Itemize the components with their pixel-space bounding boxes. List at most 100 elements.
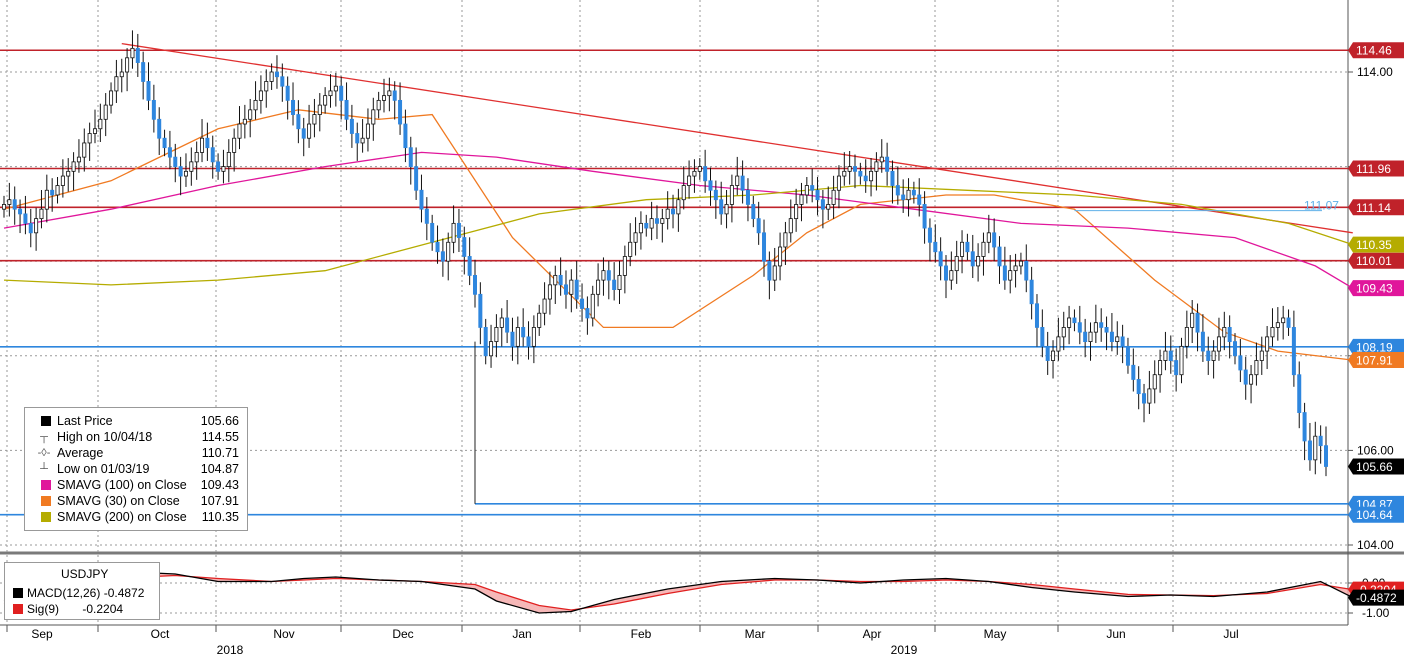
candle-body <box>671 208 676 215</box>
candle-body <box>901 194 906 201</box>
candle-body <box>858 170 863 177</box>
candle-body <box>307 123 312 139</box>
candle-body <box>328 90 333 97</box>
candle-body <box>1067 317 1072 328</box>
candle-body <box>831 189 836 205</box>
candle-body <box>660 218 665 224</box>
candle-body <box>12 199 17 210</box>
candle-body <box>1184 327 1189 347</box>
candle-body <box>1206 350 1211 361</box>
candle-body <box>612 279 617 290</box>
candle-body <box>895 185 900 196</box>
candle-body <box>885 156 890 172</box>
legend-row-sma100: SMAVG (100) on Close 109.43 <box>31 477 243 493</box>
candle-body <box>285 85 290 101</box>
price-tag-label: 110.35 <box>1356 238 1392 252</box>
candle-body <box>976 256 981 267</box>
sma30-swatch <box>41 496 51 506</box>
candle-body <box>237 123 242 139</box>
candle-body <box>553 274 558 286</box>
legend-value: 109.43 <box>200 478 239 492</box>
candle-body <box>382 95 387 101</box>
candle-body <box>772 265 777 281</box>
candle-body <box>323 95 328 106</box>
candle-body <box>1008 270 1013 281</box>
price-tag-label: 105.66 <box>1356 460 1393 474</box>
price-tag <box>1348 160 1404 177</box>
legend-row-last-price: Last Price 105.66 <box>31 413 243 429</box>
candle-body <box>911 189 916 196</box>
legend-label: Low on 01/03/19 <box>57 462 150 476</box>
candle-body <box>633 232 638 243</box>
candle-body <box>1002 265 1007 281</box>
candle-body <box>194 152 199 163</box>
candle-body <box>815 189 820 201</box>
candle-body <box>274 71 279 78</box>
candle-body <box>1131 364 1136 380</box>
candle-body <box>719 199 724 215</box>
candle-body <box>665 208 670 220</box>
candle-body <box>451 222 456 243</box>
candle-body <box>494 327 499 343</box>
price-tag <box>1348 352 1404 369</box>
candle-body <box>242 118 247 125</box>
candle-body <box>654 218 659 224</box>
candle-body <box>949 270 954 281</box>
signal-swatch <box>13 604 23 614</box>
candle-body <box>280 76 285 87</box>
candle-body <box>794 204 799 220</box>
candle-body <box>1302 412 1307 442</box>
candle-body <box>1307 440 1312 461</box>
candle-body <box>103 104 108 120</box>
candle-body <box>151 99 156 120</box>
candle-body <box>521 327 526 338</box>
candle-body <box>440 251 445 262</box>
candle-body <box>1179 345 1184 376</box>
candle-body <box>842 170 847 177</box>
candle-body <box>371 109 376 125</box>
candle-body <box>1104 327 1109 333</box>
candle-body <box>162 137 167 149</box>
year-label: 2019 <box>891 643 918 657</box>
candle-body <box>1029 279 1034 305</box>
candle-body <box>1125 345 1130 366</box>
candle-body <box>189 161 194 172</box>
signal-line <box>3 574 1353 611</box>
candle-body <box>114 76 119 92</box>
candle-body <box>467 256 472 276</box>
candle-body <box>44 189 49 210</box>
price-tick-label: 106.00 <box>1357 443 1394 457</box>
candle-body <box>981 241 986 257</box>
candle-body <box>810 185 815 191</box>
candle-body <box>836 175 841 191</box>
candle-body <box>1243 369 1248 385</box>
month-label: Mar <box>745 627 766 641</box>
candle-body <box>87 133 92 144</box>
candle-body <box>933 241 938 253</box>
candle-body <box>430 222 435 243</box>
candle-body <box>1018 260 1023 267</box>
sma-line <box>3 151 1354 289</box>
candle-body <box>799 194 804 205</box>
legend-label: SMAVG (30) on Close <box>57 494 180 508</box>
candle-body <box>526 336 531 347</box>
candle-body <box>542 298 547 314</box>
candle-body <box>119 71 124 78</box>
sma200-swatch <box>41 512 51 522</box>
candle-body <box>590 293 595 319</box>
candle-body <box>1099 322 1104 328</box>
candle-body <box>1265 336 1270 352</box>
candle-body <box>622 256 627 276</box>
candle-body <box>1045 345 1050 361</box>
candle-body <box>173 156 178 167</box>
candle-body <box>1291 327 1296 376</box>
month-label: Apr <box>863 627 882 641</box>
candle-body <box>943 265 948 281</box>
candle-body <box>264 81 269 92</box>
macd-swatch <box>13 588 23 598</box>
macd-line <box>3 571 1354 614</box>
candle-body <box>478 293 483 328</box>
candle-body <box>724 204 729 215</box>
candle-body <box>1136 379 1141 395</box>
